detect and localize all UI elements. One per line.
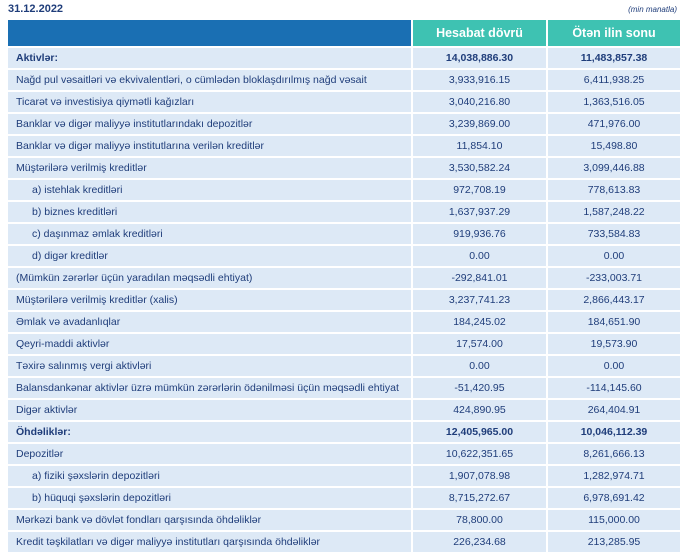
row-label: Nağd pul vəsaitləri və ekvivalentləri, o… (8, 70, 411, 90)
row-value: 184,651.90 (548, 312, 680, 332)
row-value: 3,237,741.23 (413, 290, 546, 310)
row-value: 213,285.95 (548, 532, 680, 552)
row-value: 19,573.90 (548, 334, 680, 354)
row-value: 11,483,857.38 (548, 48, 680, 68)
row-value: 733,584.83 (548, 224, 680, 244)
row-value: 184,245.02 (413, 312, 546, 332)
row-value: 3,530,582.24 (413, 158, 546, 178)
row-value: 8,261,666.13 (548, 444, 680, 464)
row-label: Qeyri-maddi aktivlər (8, 334, 411, 354)
row-label: Müştərilərə verilmiş kreditlər (xalis) (8, 290, 411, 310)
row-value: 3,099,446.88 (548, 158, 680, 178)
row-value: 8,715,272.67 (413, 488, 546, 508)
row-value: 424,890.95 (413, 400, 546, 420)
row-value: 0.00 (548, 246, 680, 266)
row-label: Öhdəliklər: (8, 422, 411, 442)
row-value: 15,498.80 (548, 136, 680, 156)
column-header: Hesabat dövrü (413, 20, 546, 46)
row-value: 972,708.19 (413, 180, 546, 200)
column-header: Ötən ilin sonu (548, 20, 680, 46)
row-value: 78,800.00 (413, 510, 546, 530)
row-value: 3,239,869.00 (413, 114, 546, 134)
row-label: Kredit təşkilatları və digər maliyyə ins… (8, 532, 411, 552)
row-value: -233,003.71 (548, 268, 680, 288)
row-value: -292,841.01 (413, 268, 546, 288)
row-label: Ticarət və investisiya qiymətli kağızlar… (8, 92, 411, 112)
row-label: Banklar və digər maliyyə institutlarına … (8, 136, 411, 156)
row-value: -51,420.95 (413, 378, 546, 398)
row-value: 11,854.10 (413, 136, 546, 156)
row-label: a) istehlak kreditləri (8, 180, 411, 200)
row-label: b) biznes kreditləri (8, 202, 411, 222)
row-value: 1,282,974.71 (548, 466, 680, 486)
row-value: 10,622,351.65 (413, 444, 546, 464)
row-value: 17,574.00 (413, 334, 546, 354)
row-value: 2,866,443.17 (548, 290, 680, 310)
row-value: 1,637,937.29 (413, 202, 546, 222)
row-label: a) fiziki şəxslərin depozitləri (8, 466, 411, 486)
report-date: 31.12.2022 (8, 3, 64, 15)
row-label: Təxirə salınmış vergi aktivləri (8, 356, 411, 376)
row-value: 919,936.76 (413, 224, 546, 244)
row-label: d) digər kreditlər (8, 246, 411, 266)
row-value: 14,038,886.30 (413, 48, 546, 68)
row-label: b) hüquqi şəxslərin depozitləri (8, 488, 411, 508)
row-value: 471,976.00 (548, 114, 680, 134)
row-label: Depozitlər (8, 444, 411, 464)
row-label: Əmlak və avadanlıqlar (8, 312, 411, 332)
row-value: 226,234.68 (413, 532, 546, 552)
row-value: 0.00 (548, 356, 680, 376)
row-value: 1,363,516.05 (548, 92, 680, 112)
row-label: Mərkəzi bank və dövlət fondları qarşısın… (8, 510, 411, 530)
row-value: 264,404.91 (548, 400, 680, 420)
row-value: -114,145.60 (548, 378, 680, 398)
row-label: (Mümkün zərərlər üçün yaradılan məqsədli… (8, 268, 411, 288)
row-label: Digər aktivlər (8, 400, 411, 420)
row-value: 3,933,916.15 (413, 70, 546, 90)
row-value: 1,907,078.98 (413, 466, 546, 486)
row-value: 115,000.00 (548, 510, 680, 530)
row-value: 6,978,691.42 (548, 488, 680, 508)
header-cell (8, 20, 411, 46)
row-value: 3,040,216.80 (413, 92, 546, 112)
row-value: 12,405,965.00 (413, 422, 546, 442)
row-label: Balansdankənar aktivlər üzrə mümkün zərə… (8, 378, 411, 398)
row-value: 1,587,248.22 (548, 202, 680, 222)
row-value: 10,046,112.39 (548, 422, 680, 442)
unit-note: (min manatla) (628, 5, 677, 14)
row-value: 0.00 (413, 246, 546, 266)
row-value: 778,613.83 (548, 180, 680, 200)
row-value: 0.00 (413, 356, 546, 376)
row-value: 6,411,938.25 (548, 70, 680, 90)
row-label: c) daşınmaz əmlak kreditləri (8, 224, 411, 244)
row-label: Banklar və digər maliyyə institutlarında… (8, 114, 411, 134)
row-label: Müştərilərə verilmiş kreditlər (8, 158, 411, 178)
row-label: Aktivlər: (8, 48, 411, 68)
